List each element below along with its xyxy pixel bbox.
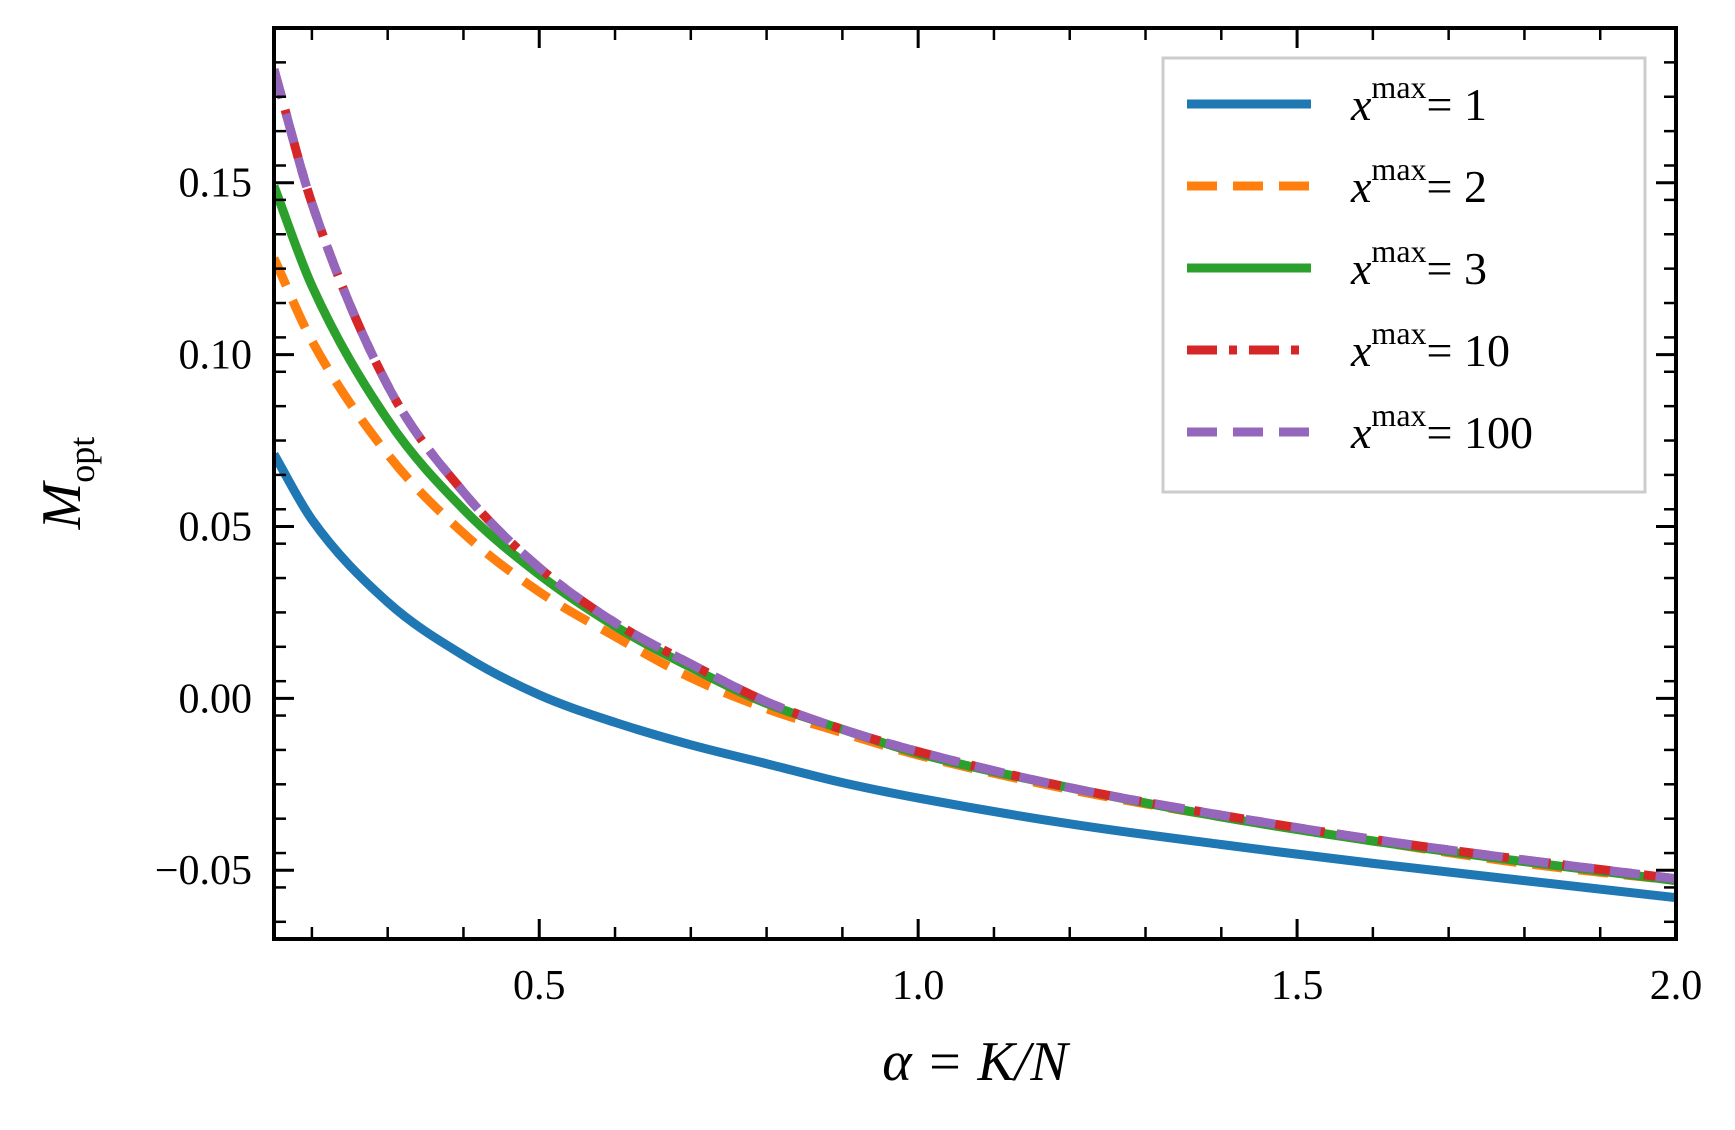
- x-tick-label: 1.0: [892, 963, 945, 1009]
- y-tick-label: −0.05: [155, 848, 252, 894]
- series-line-1: [274, 452, 1676, 903]
- legend-label-2: xmax= 2: [1350, 151, 1487, 212]
- y-tick-label: 0.05: [179, 504, 253, 550]
- y-tick-label: 0.10: [179, 333, 253, 379]
- legend-frame: [1161, 56, 1647, 494]
- x-tick-label: 1.5: [1271, 963, 1324, 1009]
- legend: xmax= 1 xmax= 2 xmax= 3 xmax= 10 xmax= 100: [1161, 56, 1647, 494]
- y-axis-label-sub: opt: [62, 437, 102, 483]
- legend-label-1: xmax= 1: [1350, 69, 1487, 130]
- series-line-5: [274, 68, 1676, 884]
- x-tick-label: 0.5: [513, 963, 566, 1009]
- x-axis-label: α = K/N: [882, 1031, 1070, 1093]
- series-layer: [274, 68, 1676, 903]
- tick-layer: 0.5 1.0 1.5 2.0 −0.05 0.00 0.05 0.10 0.15: [155, 26, 1703, 1009]
- legend-label-5: xmax= 100: [1350, 397, 1533, 458]
- y-tick-label: 0.15: [179, 161, 253, 207]
- legend-label-3: xmax= 3: [1350, 233, 1487, 294]
- y-axis-label-group: Mopt: [31, 437, 102, 531]
- legend-label-4: xmax= 10: [1350, 315, 1510, 376]
- series-line-3: [274, 184, 1676, 886]
- y-tick-label: 0.00: [179, 676, 253, 722]
- y-axis-label: Mopt: [31, 437, 102, 531]
- x-tick-label: 2.0: [1650, 963, 1703, 1009]
- plot-frame: [272, 26, 1678, 941]
